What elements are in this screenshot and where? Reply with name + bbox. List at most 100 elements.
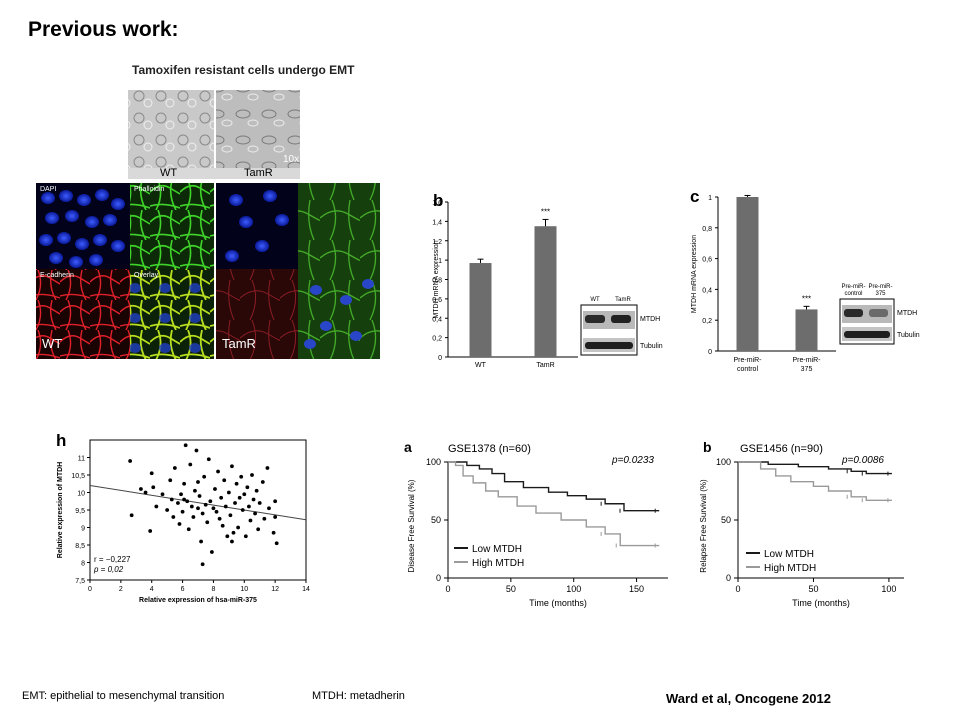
blot-row-label-tubulin: Tubulin: [640, 343, 663, 350]
pvalue-label: p = 0,02: [93, 565, 124, 574]
x-axis-label: Time (months): [792, 598, 850, 608]
if-wt-label: WT: [42, 336, 63, 351]
x-tick-label: 0: [88, 586, 92, 593]
scatter-point: [177, 522, 182, 526]
scatter-point: [203, 502, 208, 507]
x-tick-label: 150: [629, 584, 644, 594]
panel-letter: a: [404, 439, 412, 455]
nucleus: [239, 216, 253, 228]
x-tick-label: 2: [119, 586, 123, 593]
scatter-point: [251, 497, 256, 502]
nucleus: [320, 321, 332, 331]
x-tick-label: 10: [240, 586, 248, 593]
y-tick-label: 10,5: [71, 473, 85, 480]
x-tick-label: TamR: [536, 362, 554, 369]
scatter-point: [257, 501, 262, 505]
x-tick-label: 14: [302, 586, 310, 593]
y-tick-label: 50: [721, 515, 731, 525]
x-tick-label: WT: [475, 362, 487, 369]
trend-line: [89, 485, 307, 521]
y-tick-label: 11: [78, 456, 85, 463]
scatter-point: [205, 520, 210, 525]
x-tick-label: 4: [150, 586, 154, 593]
y-tick-label: 1: [708, 195, 712, 202]
scatter-point: [242, 492, 247, 497]
y-axis-label: MTDH mRNA expression: [433, 240, 440, 318]
scatter-point: [208, 499, 213, 504]
blot-lane-label: TamR: [615, 297, 631, 303]
x-tick-label: 8: [211, 586, 215, 593]
x-tick-label: control: [737, 366, 758, 373]
scatter-point: [169, 497, 174, 502]
scatter-point: [248, 518, 253, 523]
nucleus: [93, 234, 107, 246]
nucleus: [111, 198, 125, 210]
scatter-point: [228, 513, 233, 518]
bar: [795, 309, 818, 351]
scatter-point: [197, 494, 202, 498]
y-axis-label: Relative expression of MTDH: [57, 462, 64, 558]
phalloidin-wt-image: [130, 183, 214, 269]
scatter-point: [214, 509, 219, 514]
scatter-point: [231, 530, 236, 535]
scatter-point: [234, 481, 239, 486]
y-tick-label: 0,4: [432, 316, 442, 323]
nucleus: [39, 234, 53, 246]
y-tick-label: 10: [77, 491, 85, 498]
nucleus: [263, 190, 277, 202]
panel-letter: c: [690, 187, 699, 206]
scatter-point: [216, 469, 220, 474]
x-tick-label: 12: [271, 586, 279, 593]
magnification-label: 10x: [283, 154, 300, 165]
scatter-point: [267, 506, 271, 511]
nucleus: [49, 252, 63, 264]
scatter-point: [148, 529, 153, 533]
scatter-point: [274, 541, 279, 546]
scatter-point: [230, 539, 234, 544]
x-tick-label: Pre-miR-: [734, 357, 763, 364]
y-tick-label: 0,6: [432, 297, 442, 304]
scatter-point: [223, 504, 228, 509]
scatter-point: [250, 473, 254, 477]
chart-title: GSE1456 (n=90): [740, 443, 823, 455]
nucleus: [75, 238, 89, 250]
nucleus: [103, 214, 117, 226]
scatter-point: [194, 448, 199, 453]
scatter-point: [217, 516, 222, 521]
legend-label: High MTDH: [764, 563, 816, 574]
scatter-point: [182, 481, 187, 486]
survival-curve: [448, 461, 660, 512]
scatter-point: [243, 534, 248, 539]
scatter-point: [179, 492, 183, 497]
pvalue-label: p=0.0233: [611, 455, 654, 466]
scatter-point: [128, 459, 133, 463]
channel-label-dapi: DAPI: [40, 186, 57, 193]
footnote-mtdh: MTDH: metadherin: [312, 690, 405, 702]
emt-panel-title: Tamoxifen resistant cells undergo EMT: [132, 63, 355, 77]
scatter-point: [236, 525, 241, 530]
correlation-label: r = −0,227: [94, 555, 131, 564]
ecadherin-wt-image: [36, 269, 130, 359]
legend-label: High MTDH: [472, 558, 524, 569]
phase-image-wt: [128, 90, 214, 168]
nucleus: [362, 279, 374, 289]
nucleus: [111, 240, 125, 252]
panel-letter: h: [56, 431, 66, 450]
scatter-point: [143, 490, 148, 495]
nucleus: [45, 212, 59, 224]
blot-band-tubulin: [585, 342, 633, 349]
nucleus: [69, 256, 83, 268]
bar: [469, 263, 492, 357]
scatter-point: [172, 466, 177, 470]
blot-lane-label: 375: [875, 291, 886, 297]
scatter-point: [256, 527, 261, 532]
phase-image-tamr: [216, 90, 300, 168]
scatter-point: [185, 499, 190, 504]
scatter-point: [209, 550, 214, 554]
scatter-point: [254, 488, 259, 493]
scatter-point: [273, 515, 278, 519]
nucleus: [229, 194, 243, 206]
slide-title: Previous work:: [28, 18, 179, 41]
blot-row-label-tubulin: Tubulin: [897, 332, 920, 339]
